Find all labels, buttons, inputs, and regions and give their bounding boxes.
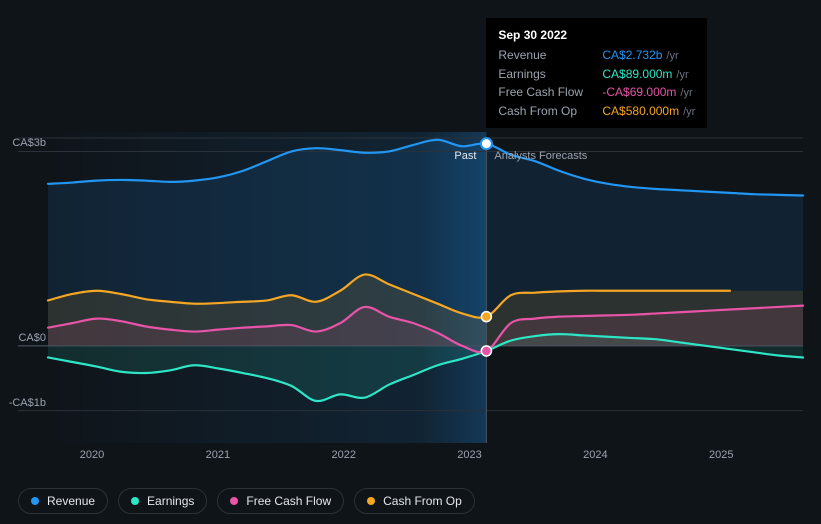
legend-item-earnings[interactable]: Earnings: [118, 488, 207, 514]
tooltip-metric-unit: /yr: [666, 48, 678, 65]
legend-dot-icon: [31, 497, 39, 505]
legend-label: Cash From Op: [383, 494, 462, 508]
legend-dot-icon: [131, 497, 139, 505]
forecast-label: Analysts Forecasts: [494, 150, 587, 162]
legend-item-free-cash-flow[interactable]: Free Cash Flow: [217, 488, 344, 514]
legend-dot-icon: [230, 497, 238, 505]
chart-tooltip: Sep 30 2022 RevenueCA$2.732b/yrEarningsC…: [486, 18, 707, 128]
tooltip-metric-unit: /yr: [680, 85, 692, 102]
y-axis-label: CA$0: [4, 332, 46, 344]
legend: Revenue Earnings Free Cash Flow Cash From O…: [18, 488, 475, 514]
tooltip-row: RevenueCA$2.732b/yr: [498, 46, 695, 65]
legend-dot-icon: [367, 497, 375, 505]
tooltip-metric-value: CA$580.000m: [602, 102, 679, 120]
legend-item-cash-from-op[interactable]: Cash From Op: [354, 488, 475, 514]
tooltip-metric-unit: /yr: [683, 104, 695, 121]
tooltip-metric-unit: /yr: [676, 67, 688, 84]
x-axis-label: 2024: [583, 449, 607, 461]
tooltip-row: EarningsCA$89.000m/yr: [498, 65, 695, 84]
tooltip-metric-label: Free Cash Flow: [498, 83, 598, 101]
x-axis-label: 2021: [206, 449, 230, 461]
past-label: Past: [454, 150, 476, 162]
tooltip-row: Free Cash Flow-CA$69.000m/yr: [498, 83, 695, 102]
legend-item-revenue[interactable]: Revenue: [18, 488, 108, 514]
tooltip-metric-label: Revenue: [498, 46, 598, 64]
tooltip-metric-value: -CA$69.000m: [602, 83, 676, 101]
x-axis-label: 2020: [80, 449, 104, 461]
tooltip-metric-value: CA$2.732b: [602, 46, 662, 64]
x-axis-label: 2023: [457, 449, 481, 461]
legend-label: Free Cash Flow: [246, 494, 331, 508]
tooltip-metric-label: Earnings: [498, 65, 598, 83]
x-axis-label: 2025: [709, 449, 733, 461]
legend-label: Revenue: [47, 494, 95, 508]
legend-label: Earnings: [147, 494, 194, 508]
tooltip-row: Cash From OpCA$580.000m/yr: [498, 102, 695, 121]
tooltip-date: Sep 30 2022: [498, 26, 695, 44]
tooltip-metric-value: CA$89.000m: [602, 65, 672, 83]
y-axis-label: -CA$1b: [4, 397, 46, 409]
y-axis-label: CA$3b: [4, 137, 46, 149]
tooltip-metric-label: Cash From Op: [498, 102, 598, 120]
x-axis-label: 2022: [331, 449, 355, 461]
